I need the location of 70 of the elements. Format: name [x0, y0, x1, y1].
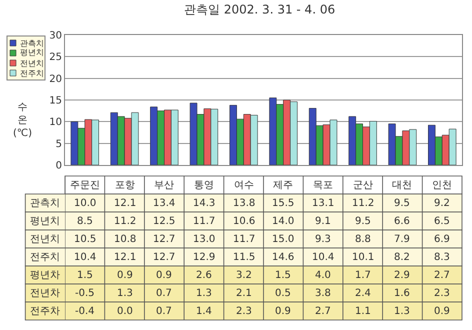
- data-label: 13.0: [193, 234, 216, 245]
- x-tick-label: 여수: [234, 180, 254, 191]
- data-label: 8.5: [77, 216, 93, 227]
- x-tick-label: 대천: [392, 180, 412, 191]
- data-label: 12.1: [114, 198, 136, 209]
- data-label: 13.4: [153, 198, 176, 209]
- data-label: 10.1: [352, 252, 374, 263]
- data-label: 9.5: [394, 198, 410, 209]
- legend-label: 전년치: [20, 59, 44, 68]
- data-label: 11.7: [233, 234, 256, 245]
- legend-label: 평년치: [20, 48, 44, 57]
- data-label: 14.6: [272, 252, 294, 263]
- data-label: 8.2: [394, 252, 410, 263]
- data-label: 11.2: [114, 216, 136, 227]
- data-label: 6.5: [434, 216, 450, 227]
- y-tick-label: 20: [49, 74, 62, 85]
- data-label: 12.7: [153, 234, 176, 245]
- x-tick-label: 부산: [154, 180, 174, 191]
- text: 전주치: [30, 252, 60, 263]
- x-tick-label: 주문진: [70, 180, 100, 191]
- data-label: 14.0: [272, 216, 294, 227]
- data-label: 10.6: [233, 216, 256, 227]
- data-label: 7.9: [394, 234, 410, 245]
- data-label: 10.0: [74, 198, 96, 209]
- data-label: 11.5: [233, 252, 256, 263]
- y-tick-label: 25: [49, 52, 62, 64]
- data-label: 6.6: [394, 216, 410, 227]
- data-label: 13.1: [312, 198, 334, 209]
- data-label: 6.9: [434, 234, 450, 245]
- text: 전년치: [30, 234, 60, 245]
- y-axis-title: 수온 (℃): [13, 102, 32, 139]
- legend-label: 전주치: [20, 69, 44, 78]
- data-label: 10.5: [74, 234, 96, 245]
- data-label: 14.3: [193, 198, 216, 209]
- data-label: 10.8: [114, 234, 136, 245]
- x-tick-label: 목포: [313, 180, 333, 191]
- data-label: 12.1: [114, 252, 136, 263]
- chart-title: 관측일 2002. 3. 31 - 4. 06: [184, 2, 336, 16]
- data-label: 12.7: [153, 252, 176, 263]
- data-label: 9.1: [315, 216, 331, 227]
- x-tick-label: 제주: [273, 180, 293, 191]
- data-label: 9.2: [434, 198, 450, 209]
- x-tick-label: 통영: [194, 180, 214, 191]
- legend-label: 관측치: [20, 39, 44, 48]
- text: 관측치: [30, 198, 60, 209]
- data-label: 9.3: [315, 234, 331, 245]
- text: 전주차 -0.4 0.0 0.7 1.4 2.3 0.9 2.7 1.1 1.3 0.9: [30, 306, 450, 317]
- data-label: 11.7: [193, 216, 216, 227]
- text: 전년차 -0.5 1.3 0.7 1.3 2.1 0.5 3.8 2.4 1.6 2.3: [30, 288, 450, 299]
- y-tick-label: 30: [49, 30, 62, 42]
- text: 평년차 1.5 0.9 0.9 2.6 3.2 1.5 4.0 1.7 2.9 2.7: [30, 270, 450, 281]
- data-label: 15.0: [272, 234, 294, 245]
- y-tick-label: 15: [49, 96, 62, 106]
- y-tick-label: 10: [49, 117, 62, 128]
- y-tick-label: 5: [56, 138, 62, 150]
- y-tick-label: 0: [56, 160, 62, 172]
- data-label: 12.5: [153, 216, 176, 227]
- data-label: 13.8: [233, 198, 256, 209]
- data-label: 8.8: [355, 234, 371, 245]
- text: 평년치: [30, 216, 60, 227]
- data-label: 9.5: [355, 216, 371, 227]
- data-label: 8.3: [434, 252, 450, 263]
- data-label: 15.5: [272, 198, 294, 209]
- x-tick-label: 인천: [432, 180, 452, 191]
- x-tick-label: 포항: [115, 180, 135, 191]
- data-label: 10.4: [74, 252, 96, 263]
- data-label: 10.4: [312, 252, 334, 263]
- x-tick-label: 군산: [353, 180, 373, 191]
- data-label: 12.9: [193, 252, 216, 263]
- data-label: 11.2: [352, 198, 374, 209]
